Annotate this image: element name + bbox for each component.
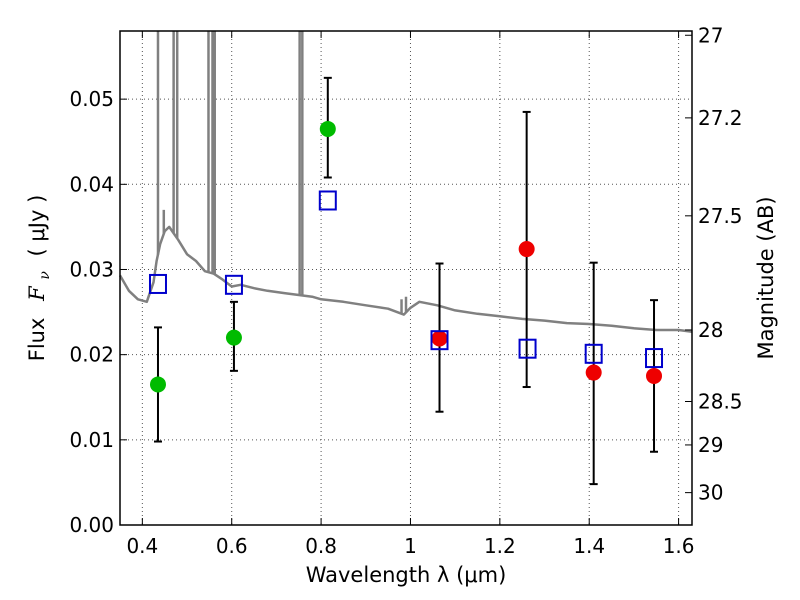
- green-data-point: [149, 376, 166, 393]
- y-tick-label: 0.00: [69, 513, 114, 537]
- y2-tick-label: 27.2: [698, 106, 743, 130]
- x-tick-label: 1.4: [573, 534, 605, 558]
- axis-ticks: 0.4 0.6 0.8 1 1.2 1.4 1.6 0.00 0.01 0.02 0.03 0.04 0…: [69, 23, 742, 558]
- y2-tick-label: 30: [698, 481, 723, 505]
- x-tick-label: 0.8: [305, 534, 337, 558]
- x-tick-label: 1: [404, 534, 417, 558]
- y-axis-label-subscript: ν: [37, 271, 53, 280]
- y2-tick-label: 29: [698, 433, 723, 457]
- model-square: [148, 273, 167, 294]
- template-spectrum: [118, 31, 693, 333]
- green-data-point: [319, 120, 336, 137]
- red-data-point: [518, 241, 535, 258]
- plot-frame: [119, 30, 693, 526]
- y2-axis-label: Magnitude (AB): [754, 196, 778, 359]
- y-tick-label: 0.05: [69, 87, 114, 111]
- model-square: [224, 274, 243, 295]
- y2-tick-label: 28.5: [698, 390, 743, 414]
- y2-tick-label: 27: [698, 23, 723, 47]
- y2-tick-label: 27.5: [698, 204, 743, 228]
- y2-tick-label: 28: [698, 318, 723, 342]
- x-tick-label: 0.4: [126, 534, 158, 558]
- model-square: [318, 190, 337, 211]
- red-data-point: [646, 367, 663, 384]
- y-tick-label: 0.04: [69, 172, 114, 196]
- y-axis-label-prefix: Flux: [25, 318, 49, 362]
- y-axis-label-symbol: F: [25, 285, 49, 302]
- y-tick-label: 0.01: [69, 428, 114, 452]
- y-tick-label: 0.03: [69, 257, 114, 281]
- model-square: [518, 338, 537, 359]
- model-square: [430, 330, 449, 351]
- model-squares: [148, 190, 664, 369]
- red-data-point: [431, 330, 448, 347]
- template-line: [118, 225, 693, 333]
- x-tick-label: 0.6: [216, 534, 248, 558]
- error-bars: [153, 76, 659, 486]
- x-tick-label: 1.6: [663, 534, 695, 558]
- red-data-point: [585, 364, 602, 381]
- y-axis-label-units: ( μJy ): [25, 195, 49, 257]
- green-data-point: [225, 329, 242, 346]
- y-axis-label: Flux F ν ( μJy ): [25, 195, 54, 362]
- model-square: [645, 348, 664, 369]
- x-axis-label: Wavelength λ (μm): [306, 563, 507, 587]
- x-tick-label: 1.2: [484, 534, 516, 558]
- grid: [120, 31, 692, 525]
- y-tick-label: 0.02: [69, 343, 114, 367]
- data-points: [149, 120, 663, 393]
- model-square: [584, 343, 603, 364]
